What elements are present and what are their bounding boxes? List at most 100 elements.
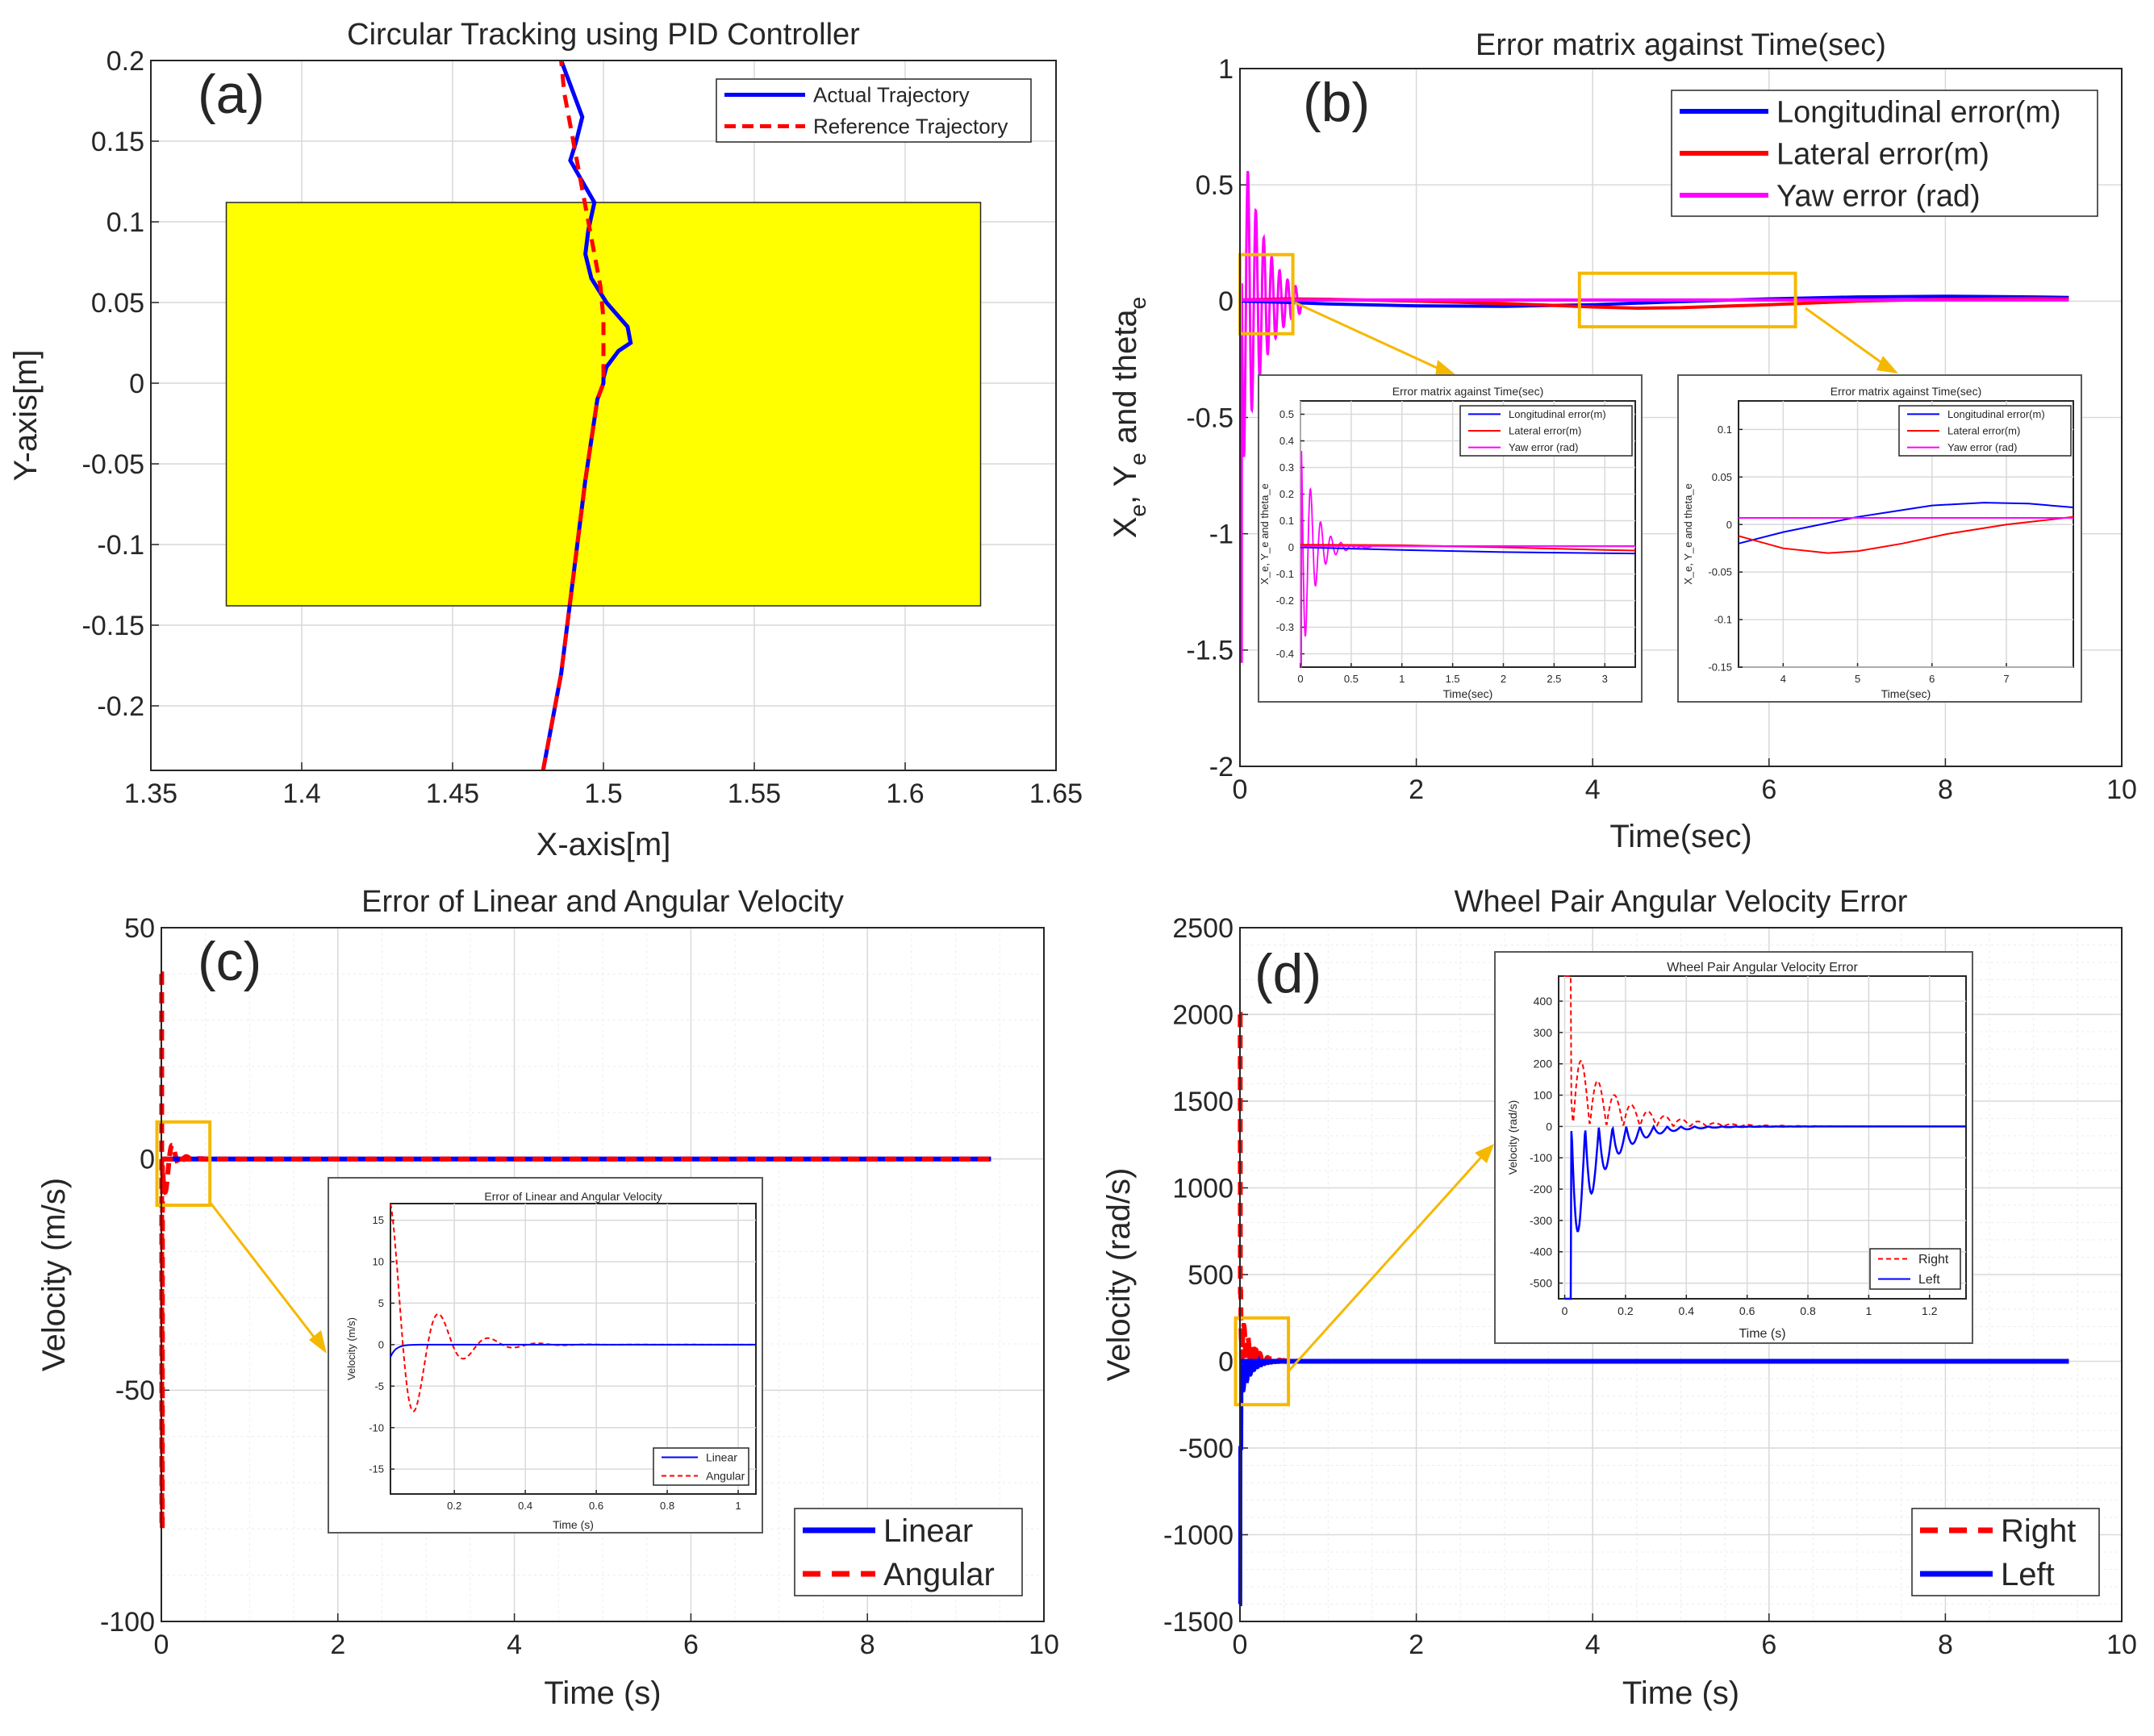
plot-frame: [1239, 68, 2123, 767]
legend-label: Right: [2001, 1513, 2076, 1549]
panel-d: 0 2 4 6 8 10-1500-1000-5000500100015002000250…: [1101, 885, 2137, 1711]
plot-frame: [1239, 927, 2123, 1622]
x-tick-label: 0: [1233, 1630, 1248, 1660]
panel-a: 1.35 1.4 1.45 1.5 1.55 1.6 1.65 -0.2 -0.15 -0.1 -0…: [8, 18, 1083, 862]
x-tick-label: 1.35: [124, 778, 177, 809]
x-tick-label: 2: [330, 1630, 345, 1660]
y-tick-label: 2000: [1172, 999, 1234, 1030]
x-axis-label: Time (s): [1622, 1675, 1739, 1711]
x-tick-label: 0: [154, 1630, 169, 1660]
y-tick-label: -500: [1530, 1276, 1552, 1289]
legend-label: Left: [1918, 1273, 1940, 1287]
chart-title: Error matrix against Time(sec): [1476, 28, 1886, 62]
legend-label: Linear: [883, 1513, 973, 1549]
x-tick-label: 8: [1938, 774, 1953, 805]
x-tick-label: 0.8: [1800, 1304, 1816, 1317]
inset-title: Error of Linear and Angular Velocity: [484, 1190, 662, 1203]
y-tick-label: 0: [1726, 519, 1732, 531]
legend-label: Yaw error (rad): [1509, 441, 1578, 453]
y-tick-label: 0.2: [1279, 488, 1294, 500]
legend-label: Yaw error (rad): [1947, 441, 2017, 453]
y-tick-label: 100: [1534, 1088, 1553, 1101]
x-axis-label: Time (s): [544, 1675, 661, 1711]
y-tick-label: -15: [369, 1463, 384, 1475]
y-tick-label: -0.3: [1276, 621, 1294, 633]
x-tick-label: 0.6: [589, 1500, 603, 1512]
y-tick-label: 10: [373, 1256, 384, 1268]
y-axis-label: Xe, Ye and thetae: [1108, 297, 1150, 539]
y-tick-label: -5: [374, 1380, 384, 1392]
y-axis-label-part: X: [1108, 517, 1143, 539]
legend-box: [1869, 1248, 1961, 1290]
legend-box: [653, 1447, 749, 1486]
inset-x-label: Time (s): [553, 1518, 594, 1531]
panel-label: (a): [198, 64, 265, 125]
y-tick-label: -10: [369, 1421, 384, 1433]
y-tick-label: 0.4: [1279, 435, 1294, 447]
y-tick-label: -1000: [1163, 1520, 1234, 1550]
y-tick-label: 0: [129, 369, 144, 399]
x-tick-label: 8: [1938, 1630, 1953, 1660]
series-actual-trajectory: [541, 60, 633, 771]
inset-y-label: X_e, Y_e and theta_e: [1259, 483, 1271, 585]
y-axis-label-part: e: [1125, 297, 1150, 310]
legend-label: Longitudinal error(m): [1776, 95, 2061, 129]
plot-area: [1558, 975, 1967, 1300]
y-tick-label: 0.1: [1718, 424, 1732, 436]
y-tick-label: -1500: [1163, 1607, 1234, 1638]
zoom-arrow-head: [1475, 1144, 1494, 1163]
x-tick-label: 0.2: [447, 1500, 461, 1512]
panel-label: (d): [1254, 943, 1321, 1004]
x-tick-label: 6: [683, 1630, 699, 1660]
y-tick-label: -0.2: [97, 691, 144, 722]
y-tick-label: -200: [1530, 1183, 1552, 1196]
y-tick-label: 15: [373, 1214, 384, 1226]
y-axis-label: Velocity (m/s): [36, 1178, 72, 1371]
y-tick-label: -0.2: [1276, 595, 1294, 607]
y-tick-label: -0.05: [1708, 566, 1732, 578]
y-tick-label: 0.05: [91, 288, 144, 319]
x-tick-label: 1: [735, 1500, 741, 1512]
inset-2: 4 5 6 7 -0.15 -0.1 -0.05 0 0.05 0.1 Error matrix a…: [1677, 374, 2082, 703]
inset-series-longitudinal: [1738, 502, 2074, 545]
y-tick-label: -0.05: [82, 449, 145, 480]
legend-label: Yaw error (rad): [1776, 179, 1981, 213]
x-tick-label: 2: [1409, 1630, 1424, 1660]
y-tick-label: 400: [1534, 995, 1553, 1008]
panel-label: (c): [198, 931, 261, 992]
y-tick-label: 0: [1218, 1346, 1234, 1377]
y-axis-label-part: , Y: [1108, 465, 1143, 504]
x-tick-label: 0.8: [660, 1500, 674, 1512]
inset-series-left: [1564, 1124, 1966, 1300]
x-tick-label: 1.55: [728, 778, 781, 809]
zoom-arrow: [1287, 1152, 1486, 1373]
y-tick-label: -0.15: [1708, 661, 1732, 674]
y-tick-label: 0.5: [1196, 170, 1234, 201]
legend-label: Left: [2001, 1557, 2055, 1592]
legend-label: Lateral error(m): [1509, 425, 1581, 437]
y-tick-label: 300: [1534, 1026, 1553, 1039]
x-tick-label: 0.4: [518, 1500, 532, 1512]
y-tick-label: -50: [115, 1375, 155, 1406]
y-tick-label: 0.1: [106, 207, 144, 238]
legend-label: Lateral error(m): [1776, 137, 1989, 171]
y-tick-label: 0.15: [91, 127, 144, 157]
y-tick-label: 500: [1188, 1260, 1234, 1291]
inset: 0 0.2 0.4 0.6 0.8 1 1.2 -500 -400 -300 -200 -100 0 10…: [1494, 951, 1973, 1344]
legend-label: Right: [1918, 1253, 1949, 1267]
x-tick-label: 1.45: [426, 778, 479, 809]
inset-1: 0 0.5 1 1.5 2 2.5 3 -0.4 -0.3 -0.2 -0.1 0 0.1 0.2 0.3 0…: [1258, 374, 1643, 703]
x-tick-label: 1: [1399, 673, 1405, 685]
x-tick-label: 4: [1585, 774, 1601, 805]
x-tick-label: 1: [1866, 1304, 1872, 1317]
y-axis-label: Y-axis[m]: [8, 349, 44, 481]
y-tick-label: 0: [140, 1145, 155, 1175]
zoom-box: [1577, 271, 1797, 329]
x-tick-label: 0: [1233, 774, 1248, 805]
plot-frame: [150, 60, 1057, 771]
plot-frame: [161, 927, 1045, 1622]
legend-label: Angular: [706, 1469, 745, 1482]
x-tick-label: 10: [2106, 1630, 2137, 1660]
y-tick-label: -2: [1209, 752, 1234, 782]
